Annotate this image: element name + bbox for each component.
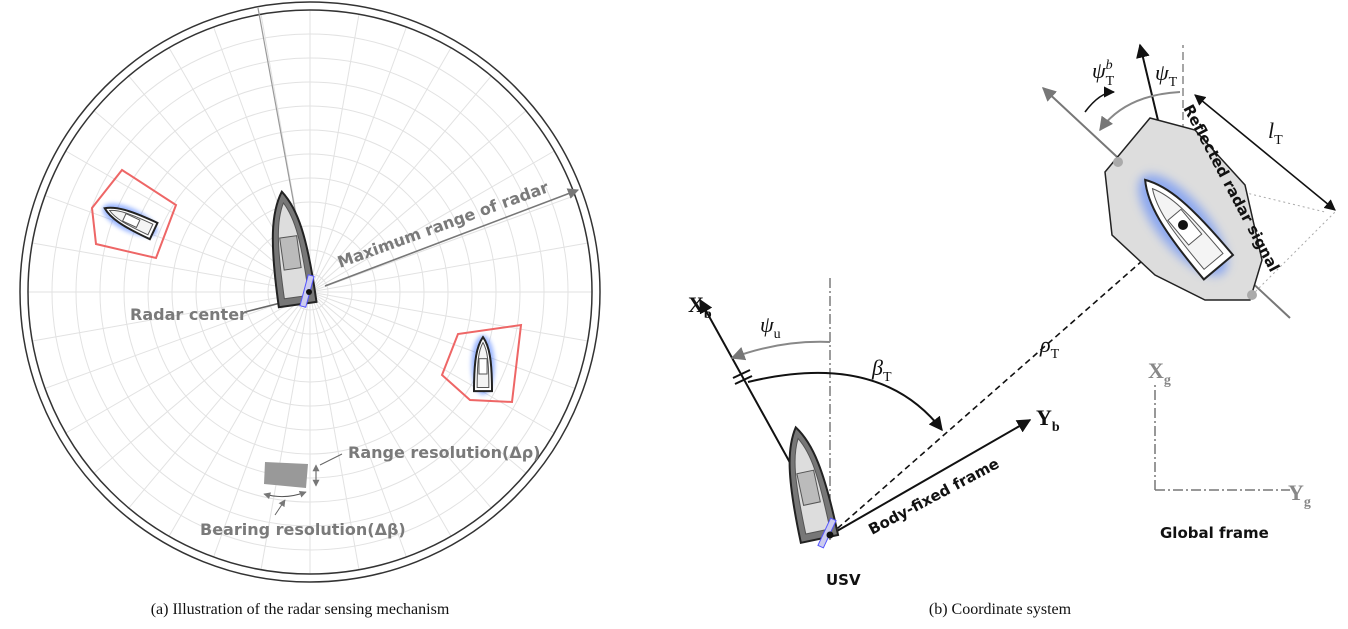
grid-spoke [310,196,575,292]
figure: Maximum range of radar Radar center Rang… [0,0,1348,629]
leader [275,500,285,515]
cabin [479,359,487,374]
caption: (b) Coordinate system [929,601,1072,618]
grid-spoke [214,292,310,557]
symbol: ψu [760,312,781,342]
psi-u-arc [732,342,830,358]
symbol-base: ψ [1155,60,1169,85]
symbol-sub: b [704,307,712,322]
symbol-base: X [1148,358,1164,383]
target-center [1178,220,1188,230]
symbol-sub: b [1052,420,1060,435]
label: Range resolution(Δρ) [348,443,541,462]
symbol: Yb [1036,405,1060,435]
symbol-sub: g [1304,495,1311,510]
resolution-cell [264,462,308,488]
label: Maximum range of radar [335,178,551,272]
symbol-sub: T [883,370,892,385]
label: Global frame [1160,524,1269,542]
symbol-base: ψ [760,312,774,337]
symbol-sub: u [774,327,781,342]
symbol-sub: T [1106,74,1115,89]
leader [320,454,342,465]
symbol-base: Y [1036,405,1052,430]
symbol-base: Y [1288,480,1304,505]
symbol-sub: g [1164,373,1171,388]
label: Radar center [130,305,247,324]
radar-center [306,289,312,295]
label: Body-fixed frame [865,454,1002,538]
caption: (a) Illustration of the radar sensing me… [151,601,450,618]
symbol-sup: b [1106,58,1113,73]
psi-tb-arc [1085,92,1114,112]
beta-arc [748,373,942,430]
symbol: Xg [1148,358,1171,388]
symbol-sub: T [1274,133,1283,148]
vessel [471,335,494,394]
yb-axis [830,420,1030,535]
symbol: lT [1268,118,1283,148]
symbol-base: ψ [1092,58,1106,83]
max-range-arrow [325,190,578,286]
symbol-sub: T [1051,347,1060,362]
end-point [1113,157,1123,167]
symbol-base: X [688,292,704,317]
grid-spoke [310,292,406,557]
label: Bearing resolution(Δβ) [200,520,406,539]
label: USV [826,571,861,589]
symbol: ψT [1155,60,1178,90]
symbol-base: ρ [1039,332,1051,357]
bearing-res-arrow [264,492,306,497]
symbol-base: β [871,355,883,380]
symbol: Xb [688,292,712,322]
usv-center [827,532,834,539]
grid-spoke [45,196,310,292]
end-point [1247,290,1257,300]
symbol-sub: T [1169,75,1178,90]
symbol: Yg [1288,480,1311,510]
